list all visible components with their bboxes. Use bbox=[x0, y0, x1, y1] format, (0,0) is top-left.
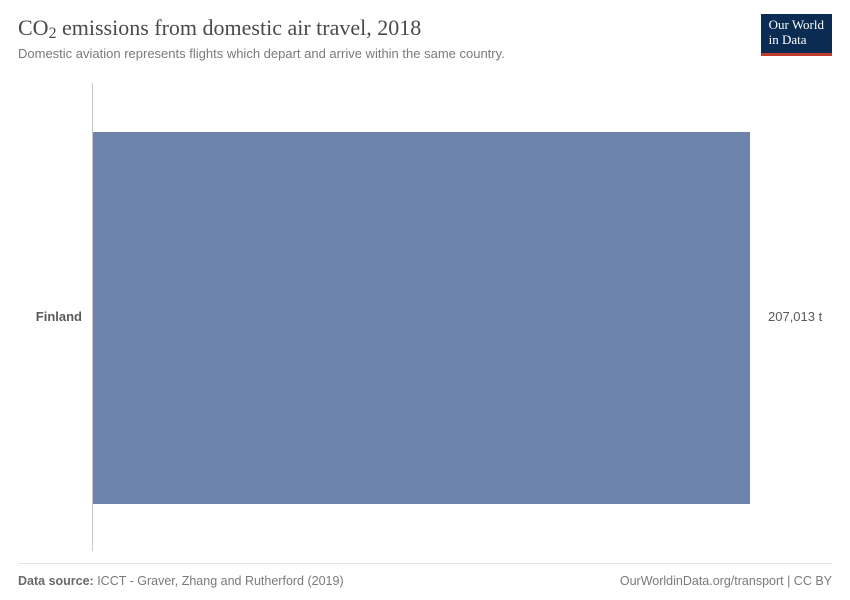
header: CO2 emissions from domestic air travel, … bbox=[18, 14, 832, 61]
value-label: 207,013 t bbox=[768, 309, 822, 324]
plot-region bbox=[92, 83, 760, 552]
bar-finland bbox=[93, 132, 750, 504]
logo-line2: in Data bbox=[769, 33, 824, 48]
owid-logo: Our World in Data bbox=[761, 14, 832, 56]
logo-line1: Our World bbox=[769, 18, 824, 33]
chart-area: Finland 207,013 t bbox=[18, 83, 832, 552]
chart-title: CO2 emissions from domestic air travel, … bbox=[18, 14, 761, 42]
data-source: Data source: ICCT - Graver, Zhang and Ru… bbox=[18, 574, 344, 588]
value-labels: 207,013 t bbox=[760, 83, 832, 552]
title-block: CO2 emissions from domestic air travel, … bbox=[18, 14, 761, 61]
chart-container: CO2 emissions from domestic air travel, … bbox=[0, 0, 850, 600]
category-label: Finland bbox=[36, 309, 82, 324]
title-suffix: emissions from domestic air travel, 2018 bbox=[56, 15, 421, 40]
footer: Data source: ICCT - Graver, Zhang and Ru… bbox=[18, 563, 832, 600]
chart-subtitle: Domestic aviation represents flights whi… bbox=[18, 46, 761, 61]
data-source-text: ICCT - Graver, Zhang and Rutherford (201… bbox=[94, 574, 344, 588]
data-source-label: Data source: bbox=[18, 574, 94, 588]
title-prefix: CO bbox=[18, 15, 49, 40]
y-axis-labels: Finland bbox=[18, 83, 92, 552]
attribution: OurWorldinData.org/transport | CC BY bbox=[620, 574, 832, 588]
title-subscript: 2 bbox=[49, 25, 57, 42]
